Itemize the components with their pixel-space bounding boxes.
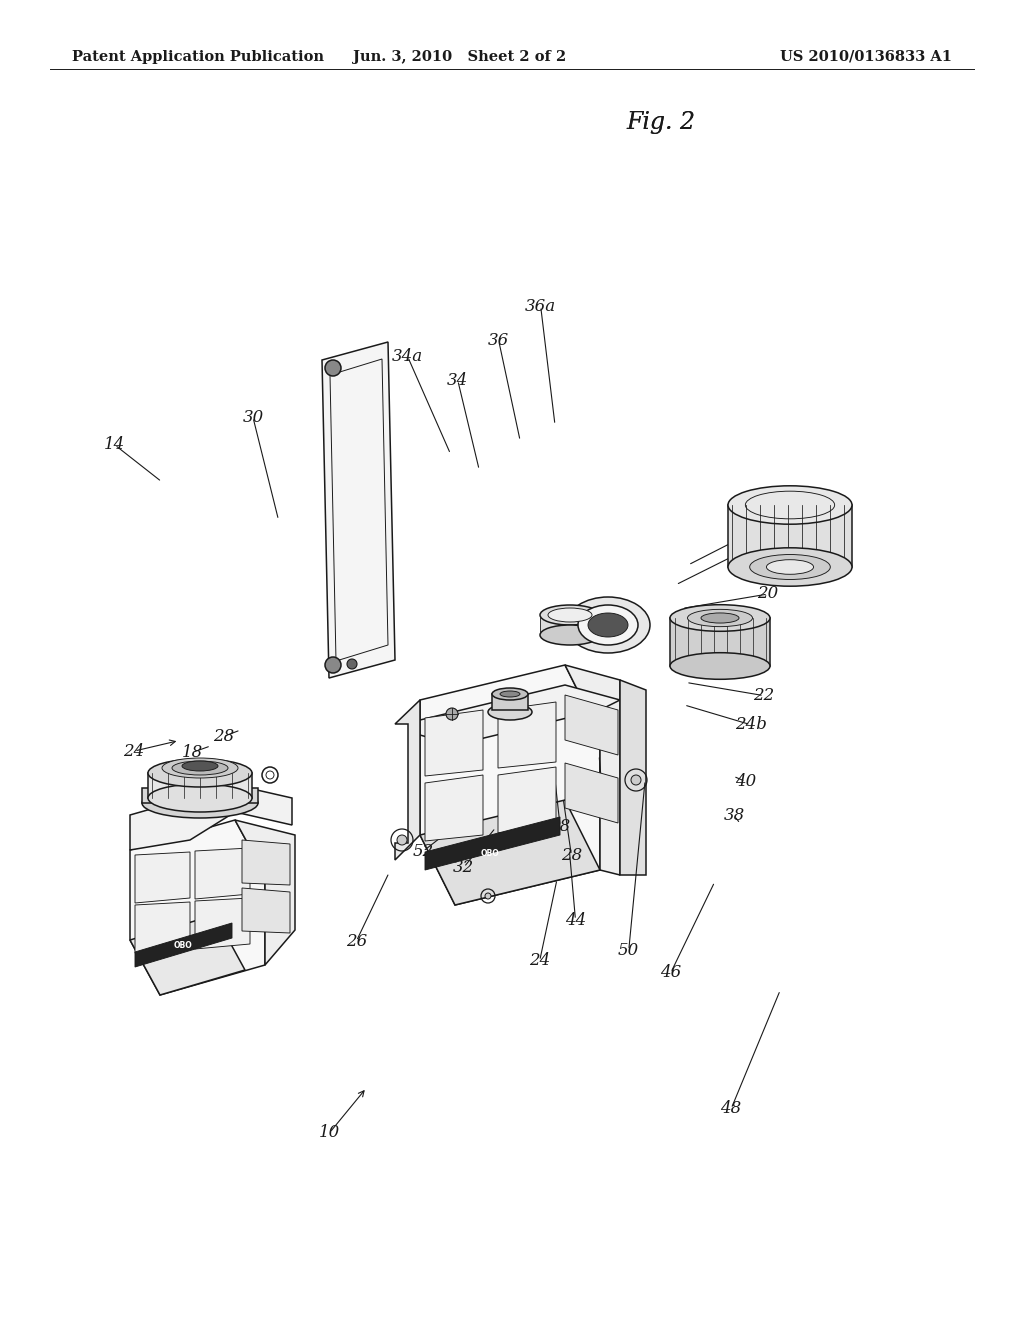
Polygon shape xyxy=(135,902,190,953)
Ellipse shape xyxy=(588,612,628,638)
Polygon shape xyxy=(565,763,618,822)
Ellipse shape xyxy=(182,762,218,771)
Text: OBO: OBO xyxy=(480,849,500,858)
Ellipse shape xyxy=(566,597,650,653)
Text: 16: 16 xyxy=(345,401,366,417)
Polygon shape xyxy=(135,851,190,903)
Polygon shape xyxy=(148,774,252,799)
Ellipse shape xyxy=(687,610,753,627)
Ellipse shape xyxy=(701,612,739,623)
Ellipse shape xyxy=(500,690,520,697)
Text: Fig. 2: Fig. 2 xyxy=(626,111,695,135)
Ellipse shape xyxy=(728,548,852,586)
Text: Fig. 2: Fig. 2 xyxy=(626,111,695,135)
Text: 52: 52 xyxy=(413,843,433,859)
Text: 24: 24 xyxy=(124,743,144,759)
Polygon shape xyxy=(242,888,290,933)
Ellipse shape xyxy=(148,784,252,812)
Polygon shape xyxy=(492,694,528,710)
Circle shape xyxy=(325,360,341,376)
Ellipse shape xyxy=(492,688,528,700)
Polygon shape xyxy=(395,700,420,861)
Polygon shape xyxy=(425,710,483,776)
Polygon shape xyxy=(242,840,290,884)
Text: US 2010/0136833 A1: US 2010/0136833 A1 xyxy=(780,50,952,63)
Text: Jun. 3, 2010   Sheet 2 of 2: Jun. 3, 2010 Sheet 2 of 2 xyxy=(353,50,566,63)
Text: 18: 18 xyxy=(550,818,570,834)
Polygon shape xyxy=(425,775,483,841)
Text: 22: 22 xyxy=(754,688,774,704)
Polygon shape xyxy=(195,847,250,899)
Text: 36a: 36a xyxy=(525,298,556,314)
Text: 12: 12 xyxy=(748,536,768,552)
Ellipse shape xyxy=(750,554,830,579)
Circle shape xyxy=(397,836,407,845)
Polygon shape xyxy=(195,898,250,949)
Text: 28: 28 xyxy=(213,729,233,744)
Polygon shape xyxy=(322,342,395,678)
Circle shape xyxy=(631,775,641,785)
Text: Patent Application Publication: Patent Application Publication xyxy=(72,50,324,63)
Polygon shape xyxy=(540,615,600,635)
Text: 34: 34 xyxy=(447,372,468,388)
Polygon shape xyxy=(234,820,295,965)
Polygon shape xyxy=(142,788,258,803)
Ellipse shape xyxy=(540,624,600,645)
Polygon shape xyxy=(130,820,265,995)
Text: 18: 18 xyxy=(182,744,203,760)
Ellipse shape xyxy=(578,605,638,645)
Ellipse shape xyxy=(766,560,813,574)
Polygon shape xyxy=(130,915,245,995)
Text: 20: 20 xyxy=(758,586,778,602)
Polygon shape xyxy=(135,923,232,968)
Text: 34a: 34a xyxy=(392,348,423,364)
Ellipse shape xyxy=(162,758,238,777)
Polygon shape xyxy=(670,618,770,667)
Text: 24: 24 xyxy=(529,953,550,969)
Ellipse shape xyxy=(670,652,770,680)
Polygon shape xyxy=(498,702,556,768)
Polygon shape xyxy=(420,685,620,744)
Text: 48: 48 xyxy=(721,1101,741,1117)
Text: 24b: 24b xyxy=(734,717,767,733)
Ellipse shape xyxy=(670,605,770,631)
Ellipse shape xyxy=(172,762,228,775)
Polygon shape xyxy=(425,817,560,870)
Text: 36: 36 xyxy=(488,333,509,348)
Circle shape xyxy=(446,708,458,719)
Polygon shape xyxy=(420,665,600,906)
Ellipse shape xyxy=(540,605,600,624)
Text: 30: 30 xyxy=(243,409,263,425)
Ellipse shape xyxy=(548,609,592,622)
Text: OBO: OBO xyxy=(174,940,193,949)
Ellipse shape xyxy=(148,759,252,787)
Text: 28: 28 xyxy=(561,847,582,863)
Text: 40: 40 xyxy=(735,774,756,789)
Polygon shape xyxy=(498,767,556,833)
Polygon shape xyxy=(728,506,852,568)
Text: 10: 10 xyxy=(319,1125,340,1140)
Text: 44: 44 xyxy=(565,912,586,928)
Text: 42: 42 xyxy=(593,793,613,809)
Polygon shape xyxy=(420,800,600,906)
Polygon shape xyxy=(565,665,620,875)
Ellipse shape xyxy=(142,788,258,818)
Text: 14: 14 xyxy=(104,437,125,453)
Circle shape xyxy=(347,659,357,669)
Circle shape xyxy=(485,894,490,899)
Text: 26: 26 xyxy=(346,933,367,949)
Text: 32: 32 xyxy=(454,859,474,875)
Circle shape xyxy=(325,657,341,673)
Text: 46: 46 xyxy=(660,965,681,981)
Text: 50: 50 xyxy=(618,942,639,958)
Ellipse shape xyxy=(488,704,532,719)
Polygon shape xyxy=(620,680,646,875)
Ellipse shape xyxy=(728,486,852,524)
Polygon shape xyxy=(565,696,618,755)
Text: 24a: 24a xyxy=(771,507,802,523)
Text: 38: 38 xyxy=(724,808,744,824)
Polygon shape xyxy=(130,785,292,850)
